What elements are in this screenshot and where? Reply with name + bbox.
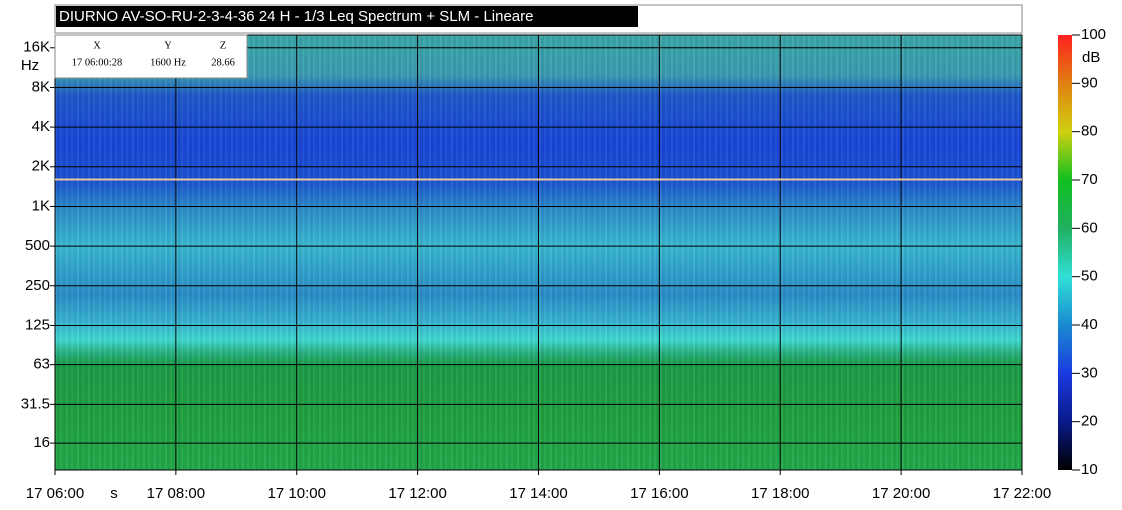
- y-tick-label: 63: [33, 356, 50, 373]
- colorbar-tick-label: 100: [1081, 26, 1106, 43]
- plot-frame: [54, 34, 1023, 471]
- cursor-x: 17 06:00:28: [72, 57, 122, 68]
- cursor-header: Y: [164, 40, 172, 51]
- colorbar-tick-label: 40: [1081, 316, 1098, 333]
- colorbar-tick-label: 50: [1081, 268, 1098, 285]
- x-tick-label: 17 18:00: [751, 485, 809, 502]
- x-tick-label: 17 08:00: [147, 485, 205, 502]
- y-tick-label: 8K: [32, 78, 50, 95]
- cursor-z: 28.66: [211, 57, 235, 68]
- cursor-y: 1600 Hz: [150, 57, 186, 68]
- colorbar-tick-label: 70: [1081, 171, 1098, 188]
- colorbar-tick-label: 90: [1081, 74, 1098, 91]
- colorbar-tick-label: 80: [1081, 123, 1098, 140]
- x-tick-label: 17 14:00: [509, 485, 567, 502]
- y-tick-label: 4K: [32, 118, 50, 135]
- y-tick-label: 250: [25, 277, 50, 294]
- y-tick-label: 31.5: [21, 395, 50, 412]
- x-tick-label: 17 06:00: [26, 485, 84, 502]
- cursor-panel: [54, 34, 248, 79]
- colorbar-tick-label: 10: [1081, 461, 1098, 478]
- x-tick-label: 17 22:00: [993, 485, 1051, 502]
- cursor-box: X Y Z 17 06:00:28 1600 Hz 28.66: [54, 34, 248, 79]
- colorbar-tick-label: 20: [1081, 413, 1098, 430]
- y-tick-label: 2K: [32, 158, 50, 175]
- y-tick-label: 125: [25, 316, 50, 333]
- title-background: [56, 6, 638, 27]
- colorbar-tick-label: 30: [1081, 364, 1098, 381]
- x-unit: s: [110, 485, 118, 502]
- x-tick-label: 17 12:00: [388, 485, 446, 502]
- y-tick-label: 1K: [32, 197, 50, 214]
- cursor-header: Z: [220, 40, 226, 51]
- chart-title: DIURNO AV-SO-RU-2-3-4-36 24 H - 1/3 Leq …: [59, 8, 534, 25]
- y-tick-label: 16: [33, 434, 50, 451]
- cursor-header: X: [93, 40, 101, 51]
- colorbar-unit: dB: [1082, 49, 1100, 66]
- x-tick-label: 17 20:00: [872, 485, 930, 502]
- x-tick-label: 17 16:00: [630, 485, 688, 502]
- y-tick-label: 500: [25, 237, 50, 254]
- colorbar-tick-label: 60: [1081, 219, 1098, 236]
- y-unit: Hz: [21, 57, 39, 74]
- y-tick-label: 16K: [23, 39, 50, 56]
- colorbar: [1058, 35, 1072, 470]
- x-tick-label: 17 10:00: [268, 485, 326, 502]
